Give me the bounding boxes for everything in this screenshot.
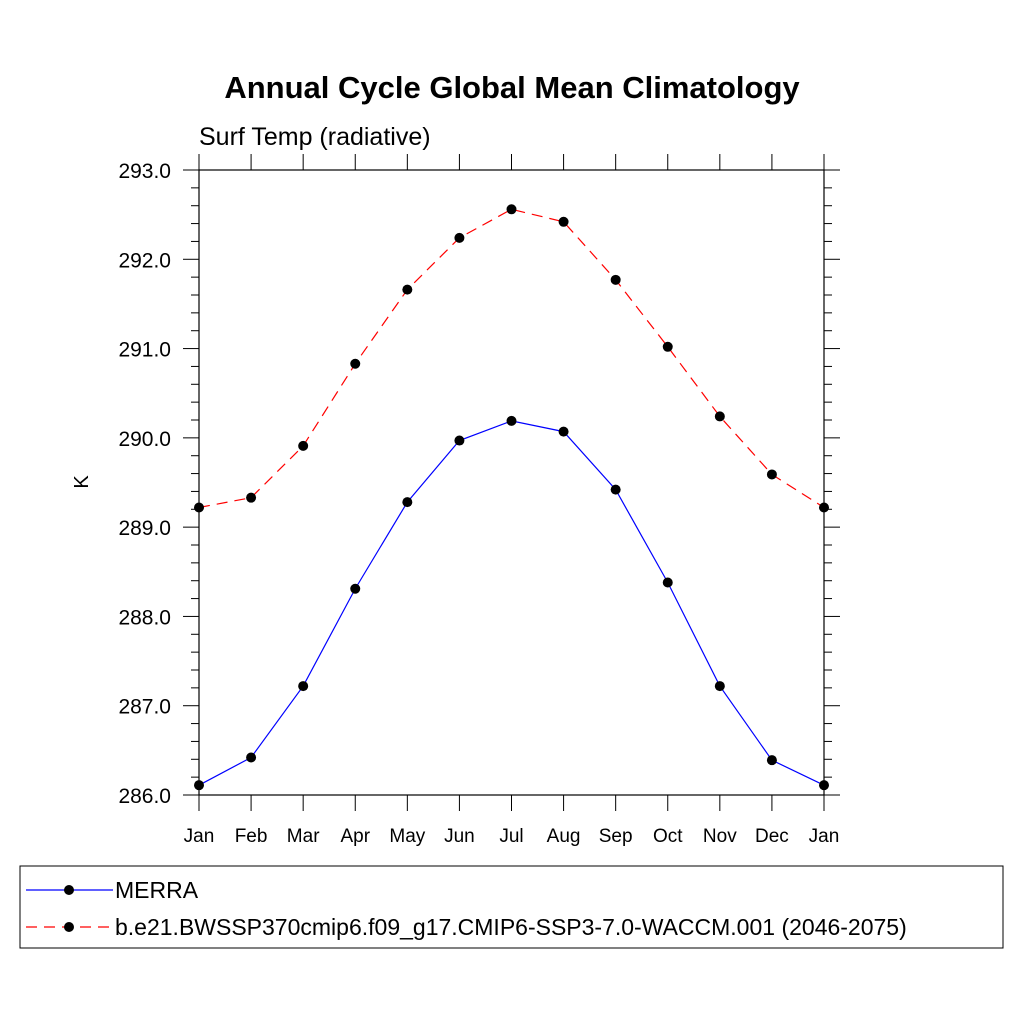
y-tick-label: 286.0 [118,785,171,808]
series-1 [194,415,829,791]
series-line [198,208,825,509]
data-point [194,780,204,791]
y-tick-label: 292.0 [118,249,171,272]
data-point [402,284,413,295]
series-line [198,420,825,786]
y-axis-label: K [71,475,93,489]
x-tick-label: Aug [547,826,581,847]
x-tick-label: Jun [444,826,475,847]
y-tick-label: 288.0 [118,606,171,629]
data-point [506,204,517,215]
y-tick-label: 291.0 [118,339,171,362]
x-tick-label: Jan [809,826,840,847]
x-tick-label: May [389,826,425,847]
x-tick-label: Jul [499,826,523,847]
x-tick-label: Feb [235,826,268,847]
legend-label-2: b.e21.BWSSP370cmip6.f09_g17.CMIP6-SSP3-7… [115,914,907,940]
data-point [506,415,517,426]
data-point [662,341,673,352]
data-point [298,440,309,451]
x-tick-label: Nov [703,826,737,847]
x-tick-label: Apr [340,826,370,847]
chart-title: Annual Cycle Global Mean Climatology [224,70,800,105]
data-point [246,492,257,503]
data-point [610,484,621,495]
data-point [350,358,361,369]
chart-subtitle: Surf Temp (radiative) [199,123,431,151]
data-point [662,577,673,588]
data-point [298,681,309,692]
data-point [766,469,777,480]
axes: 286.0 287.0 288.0 289.0 290.0 291.0 292.0 293.0… [118,154,840,847]
x-tick-label: Sep [599,826,633,847]
data-point [454,435,465,446]
data-point [766,755,777,766]
legend-marker-2 [64,922,74,932]
legend-box [19,865,1004,949]
data-point [819,502,829,513]
y-tick-label: 290.0 [118,428,171,451]
data-point [246,752,257,763]
legend-label-1: MERRA [115,877,199,903]
data-point [610,274,621,285]
data-point [194,502,204,513]
x-tick-label: Jan [184,826,215,847]
x-tick-label: Oct [653,826,683,847]
x-tick-label: Mar [287,826,320,847]
series-layer [194,204,829,791]
y-tick-label: 287.0 [118,696,171,719]
legend: MERRA b.e21.BWSSP370cmip6.f09_g17.CMIP6-S… [19,865,1004,949]
data-point [402,497,413,508]
data-point [714,681,725,692]
legend-marker-1 [64,885,74,895]
series-2 [194,204,829,513]
data-point [454,232,465,243]
x-tick-label: Dec [755,826,789,847]
data-point [558,216,569,227]
y-tick-label: 289.0 [118,517,171,540]
data-point [819,780,829,791]
data-point [350,583,361,594]
data-point [558,426,569,437]
data-point [714,411,725,422]
y-tick-label: 293.0 [118,160,171,183]
